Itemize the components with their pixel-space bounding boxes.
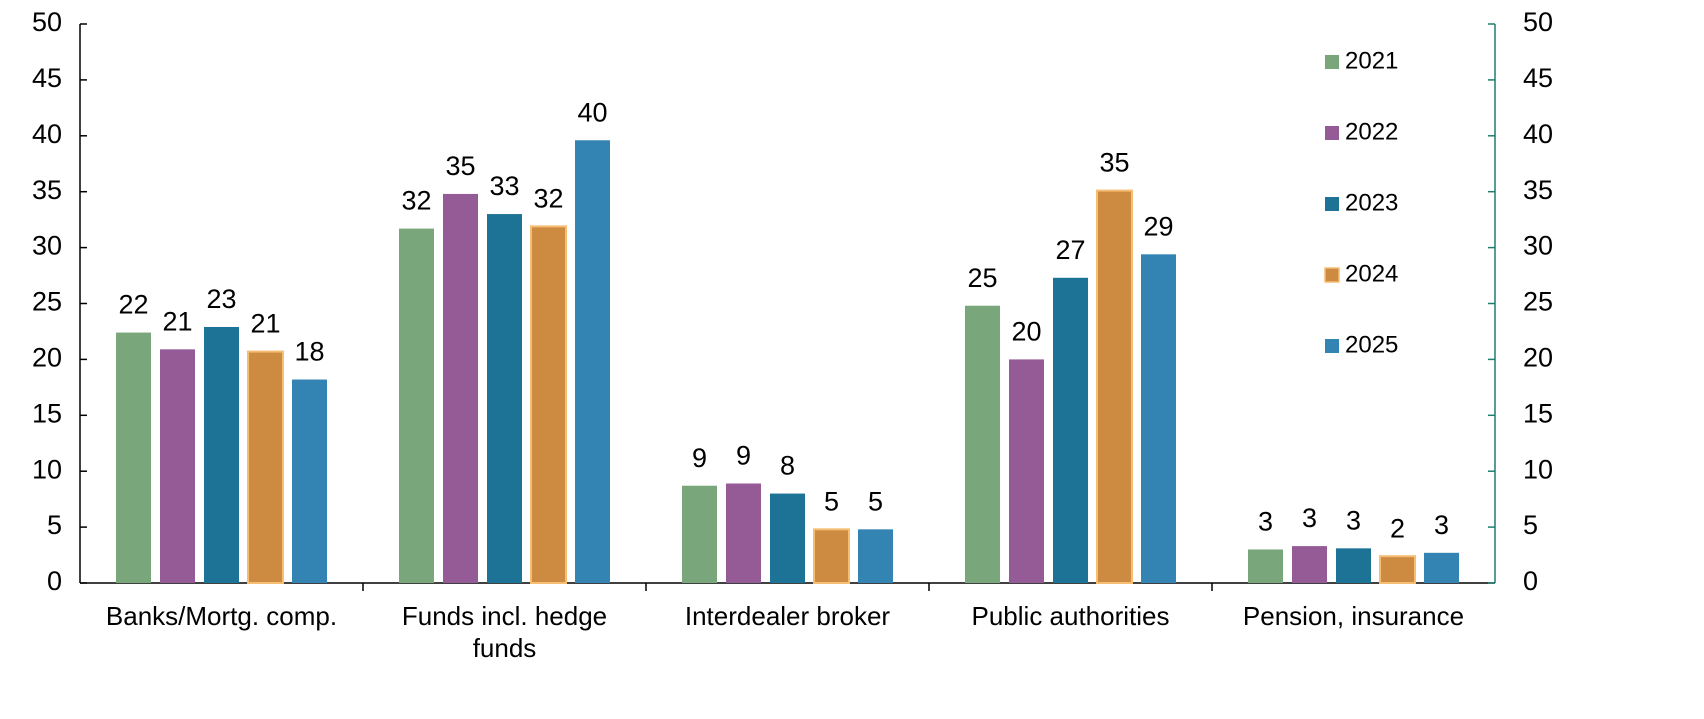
- value-label: 32: [401, 186, 431, 216]
- bar: [682, 485, 717, 583]
- bar: [575, 140, 610, 583]
- bar: [204, 326, 239, 583]
- bar: [1096, 189, 1133, 584]
- bar: [770, 493, 805, 583]
- value-label: 32: [533, 183, 563, 213]
- y-tick-label: 20: [32, 343, 62, 373]
- legend-swatch: [1325, 126, 1339, 140]
- bar: [292, 379, 327, 583]
- x-tick-label: Banks/Mortg. comp.: [105, 601, 338, 631]
- y-tick-label: 5: [47, 510, 62, 540]
- value-label: 22: [118, 290, 148, 320]
- y-tick-label: 40: [32, 119, 62, 149]
- bar: [247, 350, 284, 584]
- y2-tick-label: 20: [1523, 343, 1553, 373]
- value-label: 29: [1143, 211, 1173, 241]
- y-tick-label: 35: [32, 175, 62, 205]
- x-tick-label: Funds incl. hedge funds: [401, 601, 608, 663]
- bar: [1292, 546, 1327, 583]
- legend-label: 2021: [1345, 47, 1398, 74]
- legend-swatch: [1325, 197, 1339, 211]
- value-label: 23: [206, 284, 236, 314]
- bar: [399, 228, 434, 583]
- x-tick-label: Pension, insurance: [1242, 601, 1465, 631]
- bar: [965, 305, 1000, 583]
- y2-tick-label: 50: [1523, 7, 1553, 37]
- value-label: 25: [967, 263, 997, 293]
- y2-tick-label: 10: [1523, 454, 1553, 484]
- value-label: 20: [1011, 317, 1041, 347]
- y2-tick-label: 35: [1523, 175, 1553, 205]
- bar: [487, 214, 522, 583]
- value-label: 9: [736, 441, 751, 471]
- bar: [1141, 254, 1176, 584]
- x-tick-label: Public authorities: [971, 601, 1170, 631]
- y2-tick-label: 45: [1523, 63, 1553, 93]
- value-label: 5: [868, 486, 883, 516]
- bar: [1379, 555, 1416, 585]
- value-label: 5: [824, 486, 839, 516]
- bar: [858, 529, 893, 583]
- legend-label: 2023: [1345, 189, 1398, 216]
- value-label: 27: [1055, 235, 1085, 265]
- bar: [1009, 359, 1044, 583]
- value-label: 8: [780, 451, 795, 481]
- y-tick-label: 15: [32, 398, 62, 428]
- y2-tick-label: 5: [1523, 510, 1538, 540]
- y-tick-label: 50: [32, 7, 62, 37]
- bar: [1248, 549, 1283, 583]
- value-label: 3: [1302, 503, 1317, 533]
- bar: [160, 349, 195, 583]
- value-label: 33: [489, 171, 519, 201]
- value-label: 18: [294, 337, 324, 367]
- legend-swatch: [1325, 55, 1339, 69]
- legend-label: 2024: [1345, 260, 1398, 287]
- bar: [530, 225, 567, 584]
- bar: [1053, 277, 1088, 583]
- legend-swatch: [1324, 267, 1340, 283]
- bar: [116, 332, 151, 583]
- x-tick-label: Interdealer broker: [684, 601, 891, 631]
- y-tick-label: 0: [47, 566, 62, 596]
- y-tick-label: 25: [32, 287, 62, 317]
- legend-swatch: [1325, 339, 1339, 353]
- y-tick-label: 10: [32, 454, 62, 484]
- y-tick-label: 30: [32, 231, 62, 261]
- value-label: 21: [162, 306, 192, 336]
- value-label: 35: [1099, 148, 1129, 178]
- bar: [726, 483, 761, 583]
- bar: [1424, 552, 1459, 583]
- y2-tick-label: 0: [1523, 566, 1538, 596]
- value-label: 3: [1346, 505, 1361, 535]
- legend-label: 2025: [1345, 331, 1398, 358]
- value-label: 3: [1434, 510, 1449, 540]
- y2-tick-label: 40: [1523, 119, 1553, 149]
- y2-tick-label: 15: [1523, 398, 1553, 428]
- value-label: 9: [692, 443, 707, 473]
- value-label: 35: [445, 151, 475, 181]
- y2-tick-label: 30: [1523, 231, 1553, 261]
- value-label: 21: [250, 309, 280, 339]
- value-label: 3: [1258, 507, 1273, 537]
- value-label: 40: [577, 97, 607, 127]
- bar: [813, 528, 850, 584]
- value-label: 2: [1390, 513, 1405, 543]
- bar: [443, 193, 478, 583]
- legend-label: 2022: [1345, 118, 1398, 145]
- y2-tick-label: 25: [1523, 287, 1553, 317]
- bar: [1336, 548, 1371, 583]
- y-tick-label: 45: [32, 63, 62, 93]
